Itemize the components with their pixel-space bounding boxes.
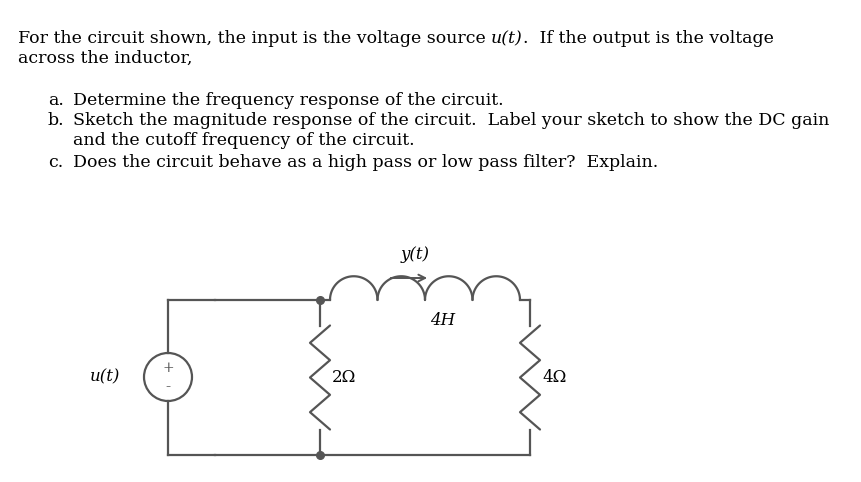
Text: a.: a.: [48, 92, 64, 109]
Text: Determine the frequency response of the circuit.: Determine the frequency response of the …: [73, 92, 503, 109]
Text: .  If the output is the voltage: . If the output is the voltage: [523, 30, 773, 47]
Text: Sketch the magnitude response of the circuit.  Label your sketch to show the DC : Sketch the magnitude response of the cir…: [73, 112, 828, 129]
Text: u(t): u(t): [90, 369, 120, 386]
Text: c.: c.: [48, 154, 63, 171]
Text: -: -: [165, 380, 170, 394]
Text: 4Ω: 4Ω: [542, 369, 566, 386]
Text: y(t): y(t): [400, 246, 429, 263]
Text: 2Ω: 2Ω: [331, 369, 356, 386]
Text: and the cutoff frequency of the circuit.: and the cutoff frequency of the circuit.: [73, 132, 414, 149]
Text: b.: b.: [48, 112, 65, 129]
Text: across the inductor,: across the inductor,: [18, 50, 192, 67]
Text: u(t): u(t): [491, 30, 523, 47]
Text: Does the circuit behave as a high pass or low pass filter?  Explain.: Does the circuit behave as a high pass o…: [73, 154, 658, 171]
Text: 4H: 4H: [430, 312, 455, 329]
Text: +: +: [162, 361, 174, 375]
Text: For the circuit shown, the input is the voltage source: For the circuit shown, the input is the …: [18, 30, 491, 47]
